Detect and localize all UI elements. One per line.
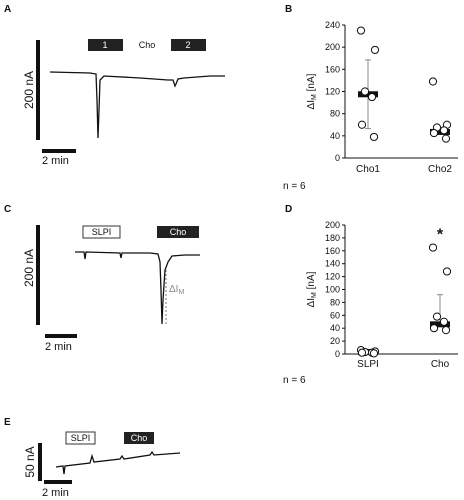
- n-label-b: n = 6: [283, 181, 306, 192]
- y-tick-label: 240: [325, 20, 340, 30]
- data-point: [429, 128, 439, 138]
- chart-b: B 0 40 80 120 160 200 240 ΔIM [nA] Cho1 Cho2: [285, 4, 458, 175]
- scale-label-y-a: 200 nA: [22, 71, 36, 109]
- category-label: Cho1: [356, 164, 380, 175]
- panel-label-b: B: [285, 4, 292, 15]
- data-point: [442, 267, 452, 276]
- stim-box-a-2: [171, 39, 206, 51]
- y-tick-label: 120: [325, 272, 340, 282]
- category-label: Cho: [431, 359, 450, 370]
- panel-label-d: D: [285, 204, 292, 215]
- scale-label-x-c: 2 min: [45, 341, 72, 353]
- category-label: SLPI: [357, 359, 379, 370]
- panel-e: E 50 nA 2 min SLPI Cho: [4, 417, 181, 499]
- y-tick-label: 100: [325, 285, 340, 295]
- stim-box-a-2-label: 2: [185, 40, 190, 50]
- significance-marker: *: [437, 227, 444, 244]
- data-point: [428, 243, 438, 252]
- data-point: [439, 317, 449, 326]
- stim-box-a-cho-label: Cho: [139, 40, 156, 50]
- data-point: [370, 45, 380, 55]
- data-point: [357, 120, 367, 129]
- y-tick-label: 40: [330, 131, 340, 141]
- trace-e: [55, 450, 181, 475]
- y-tick-label: 40: [330, 323, 340, 333]
- data-point: [369, 132, 379, 142]
- data-point: [439, 126, 449, 135]
- n-label-d: n = 6: [283, 375, 306, 386]
- y-tick-label: 200: [325, 220, 340, 230]
- y-tick-label: 200: [325, 42, 340, 52]
- scale-label-y-c: 200 nA: [22, 249, 36, 287]
- scale-bar-horizontal-a: [42, 149, 76, 153]
- stim-box-c-slpi-label: SLPI: [92, 227, 112, 237]
- y-tick-label: 120: [325, 87, 340, 97]
- scale-label-y-e: 50 nA: [23, 446, 37, 477]
- stim-box-e-cho-label: Cho: [131, 433, 148, 443]
- scale-bar-horizontal-c: [45, 334, 77, 338]
- scale-bar-vertical-e: [38, 443, 42, 481]
- y-tick-label: 80: [330, 297, 340, 307]
- scale-bar-vertical-c: [36, 225, 40, 325]
- y-axis-label: ΔIM [nA]: [306, 271, 318, 307]
- stim-box-c-cho-label: Cho: [170, 227, 187, 237]
- data-point: [369, 349, 379, 358]
- data-point: [357, 348, 367, 357]
- y-tick-label: 80: [330, 109, 340, 119]
- stim-box-c-slpi: [82, 225, 121, 239]
- panel-label-a: A: [4, 4, 11, 15]
- chart-d: D 0 20 40 60 80 100 120 140 160 180 200 ΔIM [nA] SLP…: [285, 204, 458, 370]
- stim-box-e-cho: [124, 432, 154, 444]
- data-point: [441, 326, 451, 335]
- data-point: [429, 324, 439, 333]
- data-point: [441, 134, 451, 143]
- stim-box-a-1-label: 1: [102, 40, 107, 50]
- panel-label-e: E: [4, 417, 11, 428]
- scale-label-x-a: 2 min: [42, 155, 69, 167]
- data-point: [360, 87, 370, 96]
- panel-label-c: C: [4, 204, 11, 215]
- annotation-delta-im-c: ΔIM: [169, 284, 184, 296]
- y-axis-label: ΔIM [nA]: [306, 73, 318, 109]
- y-tick-label: 160: [325, 64, 340, 74]
- y-tick-label: 140: [325, 259, 340, 269]
- mean-bar: [430, 128, 450, 135]
- stim-box-e-slpi-label: SLPI: [71, 433, 91, 443]
- stim-box-a-1: [88, 39, 123, 51]
- y-tick-label: 0: [335, 349, 340, 359]
- stim-box-c-cho: [157, 226, 199, 238]
- y-tick-label: 180: [325, 233, 340, 243]
- category-label: Cho2: [428, 164, 452, 175]
- scale-label-x-e: 2 min: [42, 487, 69, 499]
- y-tick-label: 160: [325, 246, 340, 256]
- data-point: [432, 312, 442, 321]
- scale-bar-vertical-a: [36, 40, 40, 140]
- data-point: [356, 26, 366, 35]
- y-tick-label: 0: [335, 153, 340, 163]
- mean-bar: [430, 321, 450, 328]
- data-point: [367, 92, 377, 102]
- scale-bar-horizontal-e: [44, 480, 72, 484]
- panel-a: A 200 nA 2 min 1 Cho 2: [4, 4, 225, 167]
- trace-a: [49, 71, 225, 139]
- y-tick-label: 60: [330, 310, 340, 320]
- data-point: [428, 77, 438, 86]
- trace-c: [75, 251, 200, 325]
- stim-box-e-slpi: [65, 431, 96, 445]
- y-tick-label: 20: [330, 336, 340, 346]
- panel-c: C 200 nA 2 min SLPI Cho ΔIM: [4, 204, 200, 353]
